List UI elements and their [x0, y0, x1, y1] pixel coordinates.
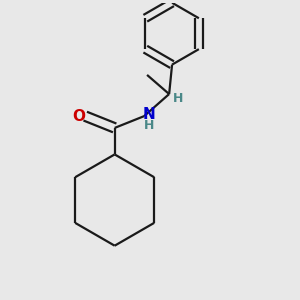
Text: O: O: [72, 109, 85, 124]
Text: H: H: [173, 92, 183, 105]
Text: H: H: [144, 119, 154, 132]
Text: N: N: [143, 107, 156, 122]
